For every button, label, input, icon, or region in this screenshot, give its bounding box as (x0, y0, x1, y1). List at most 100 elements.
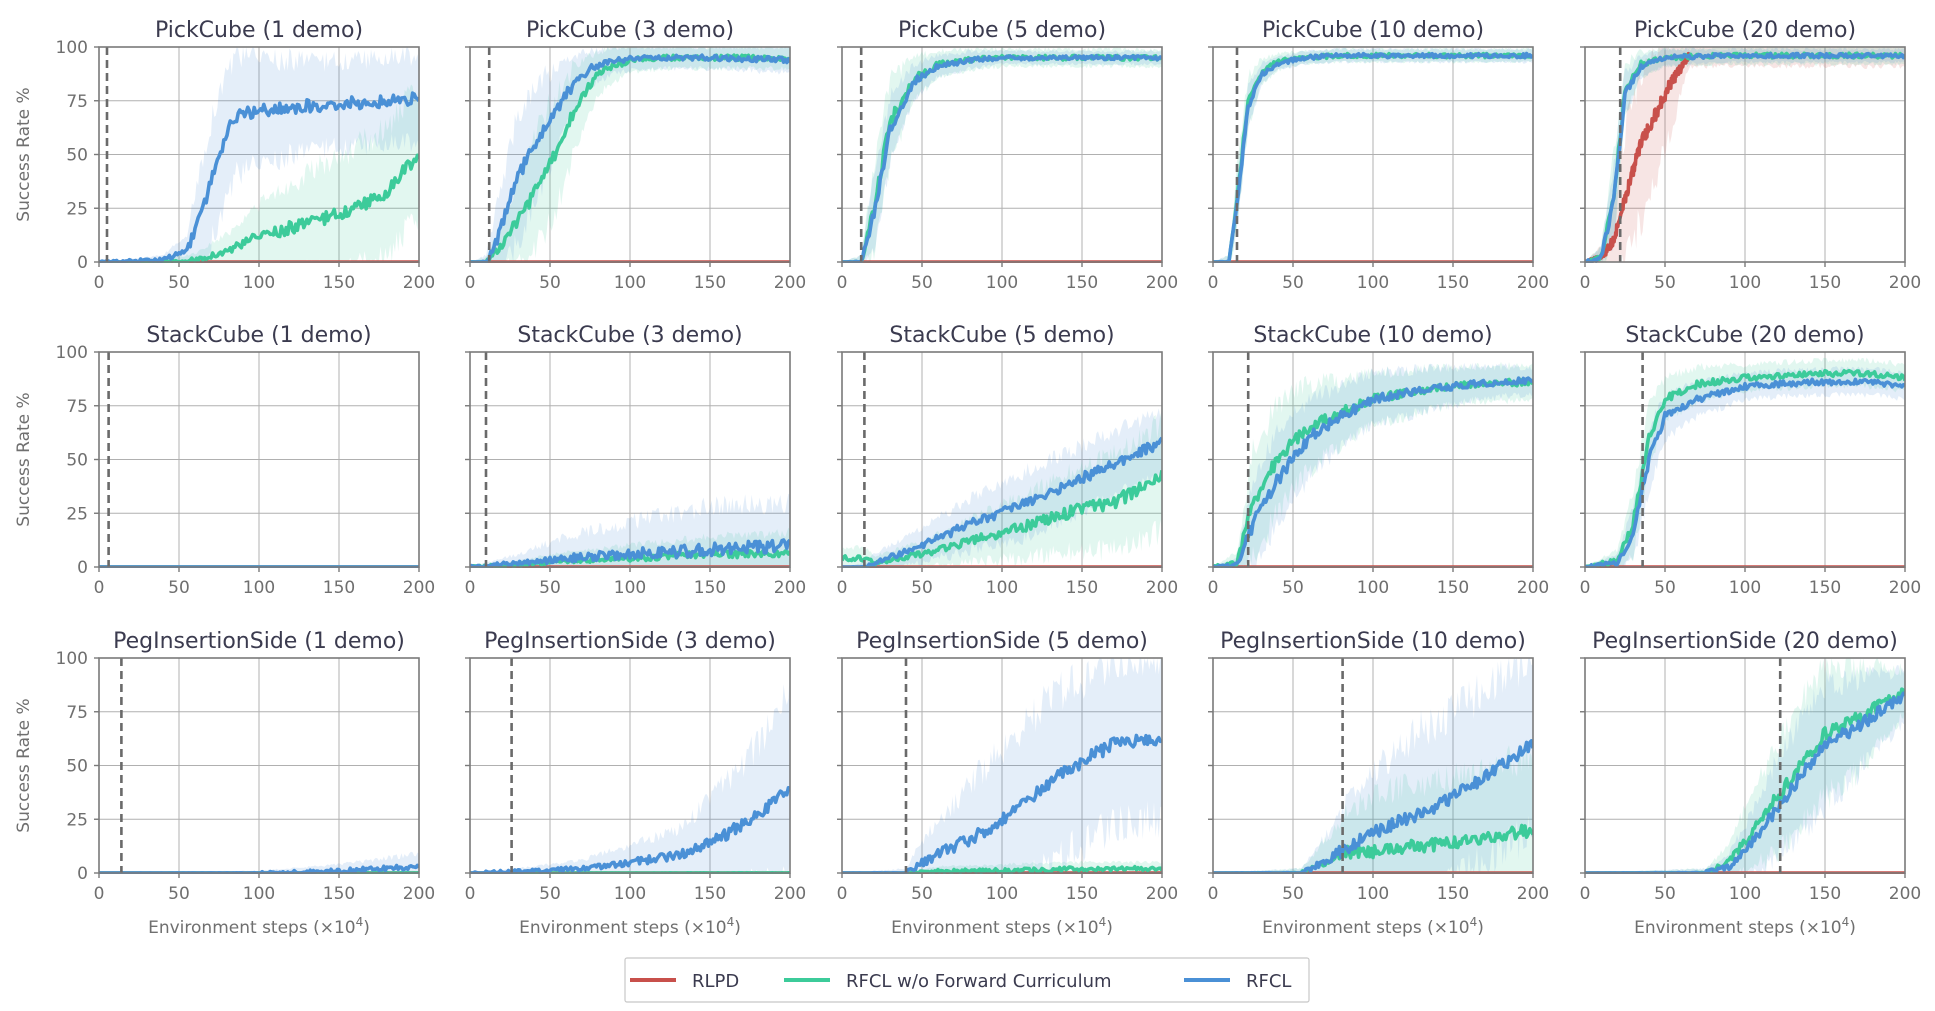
panel-title: PegInsertionSide (3 demo) (484, 629, 776, 654)
x-tick-label: 100 (1357, 884, 1389, 904)
x-tick-label: 200 (1517, 884, 1549, 904)
panel-title: StackCube (10 demo) (1253, 323, 1492, 348)
panel-9: 0 50 100 150 200 StackCube (10 demo) (1208, 323, 1550, 598)
panel-title: PegInsertionSide (20 demo) (1592, 629, 1898, 654)
panel-4: 0 50 100 150 200 PickCube (10 demo) (1208, 18, 1550, 293)
band-rfcl-no-forward (470, 47, 790, 262)
x-tick-label: 100 (1357, 273, 1389, 293)
x-tick-label: 200 (1517, 578, 1549, 598)
band-rfcl-no-forward (1585, 357, 1905, 567)
x-tick-label: 200 (1146, 578, 1178, 598)
x-tick-label: 100 (986, 884, 1018, 904)
y-tick-label: 100 (56, 649, 88, 669)
x-tick-label: 100 (986, 273, 1018, 293)
x-tick-label: 150 (1066, 578, 1098, 598)
x-tick-label: 200 (1146, 884, 1178, 904)
x-tick-label: 150 (1809, 578, 1841, 598)
x-tick-label: 50 (1282, 578, 1304, 598)
x-tick-label: 100 (243, 578, 275, 598)
x-tick-label: 0 (1580, 273, 1591, 293)
x-tick-label: 100 (243, 884, 275, 904)
band-rfcl (842, 405, 1162, 567)
x-axis-label: Environment steps (×104) (519, 915, 741, 938)
panel-title: StackCube (3 demo) (517, 323, 742, 348)
legend: RLPD RFCL w/o Forward Curriculum RFCL (624, 957, 1310, 1003)
band-rfcl-no-forward (842, 412, 1162, 567)
panel-14: 0 50 100 150 200 PegInsertionSide (10 demo) En… (1208, 629, 1550, 938)
x-tick-label: 150 (1066, 884, 1098, 904)
y-tick-label: 25 (66, 810, 88, 830)
x-tick-label: 200 (774, 884, 806, 904)
x-tick-label: 50 (1282, 884, 1304, 904)
x-tick-label: 200 (1517, 273, 1549, 293)
panel-title: PickCube (1 demo) (155, 18, 363, 43)
x-tick-label: 0 (94, 884, 105, 904)
x-tick-label: 150 (1066, 273, 1098, 293)
x-tick-label: 150 (1437, 884, 1469, 904)
x-tick-label: 100 (986, 578, 1018, 598)
series-line-rfcl (1585, 51, 1905, 263)
x-tick-label: 0 (94, 273, 105, 293)
plot-area (1585, 47, 1905, 263)
y-axis-label: Success Rate % (14, 698, 34, 832)
series-line-rfcl-no-forward (1585, 368, 1905, 568)
series-line-rfcl (1213, 51, 1533, 263)
x-tick-label: 100 (614, 578, 646, 598)
x-tick-label: 50 (168, 578, 190, 598)
y-tick-label: 50 (66, 451, 88, 471)
x-tick-label: 200 (1889, 884, 1921, 904)
legend-label-rfcl-no-forward: RFCL w/o Forward Curriculum (846, 971, 1112, 992)
y-tick-label: 75 (66, 92, 88, 112)
band-rfcl (99, 47, 419, 262)
x-tick-label: 0 (465, 578, 476, 598)
y-tick-label: 25 (66, 199, 88, 219)
band-rfcl (842, 49, 1162, 263)
x-tick-label: 0 (1580, 884, 1591, 904)
x-tick-label: 200 (403, 273, 435, 293)
x-tick-label: 100 (1729, 273, 1761, 293)
x-tick-label: 50 (1654, 273, 1676, 293)
band-rfcl-no-forward (1585, 658, 1905, 873)
x-tick-label: 50 (1282, 273, 1304, 293)
legend-label-rlpd: RLPD (692, 971, 739, 992)
series-line-rfcl (1585, 377, 1905, 568)
x-tick-label: 150 (323, 884, 355, 904)
x-tick-label: 0 (1580, 578, 1591, 598)
x-tick-label: 0 (837, 884, 848, 904)
x-tick-label: 150 (323, 578, 355, 598)
x-tick-label: 150 (323, 273, 355, 293)
x-tick-label: 150 (1809, 273, 1841, 293)
x-tick-label: 150 (1437, 273, 1469, 293)
x-tick-label: 100 (1357, 578, 1389, 598)
panel-10: 0 50 100 150 200 StackCube (20 demo) (1580, 323, 1922, 598)
x-tick-label: 0 (1208, 884, 1219, 904)
panel-title: StackCube (1 demo) (146, 323, 371, 348)
panel-title: StackCube (5 demo) (889, 323, 1114, 348)
x-tick-label: 50 (539, 578, 561, 598)
x-tick-label: 50 (168, 884, 190, 904)
panel-title: PickCube (5 demo) (898, 18, 1106, 43)
band-rfcl (99, 851, 419, 873)
x-tick-label: 50 (1654, 578, 1676, 598)
panel-title: StackCube (20 demo) (1625, 323, 1864, 348)
band-rfcl (470, 47, 790, 262)
band-rfcl (470, 666, 790, 873)
x-tick-label: 0 (837, 578, 848, 598)
x-tick-label: 0 (94, 578, 105, 598)
x-tick-label: 200 (403, 884, 435, 904)
x-tick-label: 50 (911, 578, 933, 598)
panel-11: 0 50 100 150 200 0 25 50 75 100 PegInsertionSide (… (14, 629, 435, 938)
x-tick-label: 150 (694, 884, 726, 904)
x-tick-label: 200 (403, 578, 435, 598)
panel-1: 0 50 100 150 200 0 25 50 75 100 PickCube (1 demo) S… (14, 18, 435, 293)
series-line-rfcl (470, 53, 790, 263)
panels: 0 50 100 150 200 0 25 50 75 100 PickCube (1 demo) S… (14, 18, 1921, 938)
panel-title: PickCube (3 demo) (526, 18, 734, 43)
x-tick-label: 0 (1208, 273, 1219, 293)
x-tick-label: 100 (243, 273, 275, 293)
x-tick-label: 100 (614, 273, 646, 293)
band-rfcl (1213, 658, 1533, 873)
band-rfcl-no-forward (1213, 361, 1533, 567)
panel-3: 0 50 100 150 200 PickCube (5 demo) (837, 18, 1179, 293)
x-tick-label: 200 (774, 273, 806, 293)
